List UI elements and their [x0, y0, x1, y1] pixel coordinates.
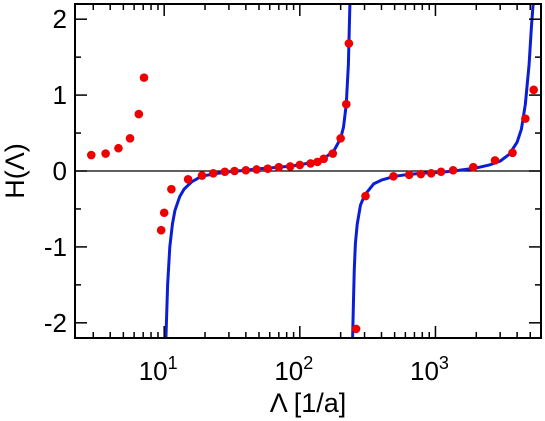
- data-point: [490, 156, 500, 165]
- data-point: [167, 184, 176, 194]
- curve-branch-2: [351, 4, 535, 338]
- data-point: [306, 159, 315, 168]
- data-point: [125, 134, 135, 143]
- plot-frame: [74, 3, 542, 339]
- data-point: [114, 143, 123, 153]
- y-axis-label: H(Λ): [0, 143, 30, 199]
- y-tick-label: -2: [44, 308, 67, 338]
- data-point: [139, 73, 149, 82]
- data-point: [336, 134, 345, 143]
- data-point: [468, 162, 478, 172]
- data-point: [436, 167, 446, 177]
- data-point: [529, 85, 538, 95]
- y-tick-label: 1: [53, 80, 67, 110]
- y-tick-label: -1: [44, 232, 67, 262]
- data-point: [295, 160, 305, 170]
- data-point: [263, 164, 273, 174]
- data-point: [426, 168, 436, 178]
- data-point: [252, 165, 261, 174]
- x-tick-label: 102: [274, 353, 313, 386]
- data-point: [448, 165, 458, 175]
- data-point: [361, 191, 370, 201]
- data-point: [328, 149, 338, 158]
- y-tick-label: 2: [53, 4, 67, 34]
- data-point: [159, 208, 169, 218]
- data-point: [86, 150, 96, 160]
- data-point: [134, 109, 144, 119]
- y-tick-label: 0: [53, 156, 67, 186]
- data-point: [389, 172, 398, 181]
- data-point: [197, 171, 207, 180]
- data-point: [319, 154, 329, 164]
- data-point: [208, 168, 218, 178]
- x-tick-label: 103: [410, 353, 449, 386]
- data-point: [101, 149, 110, 158]
- data-point: [156, 225, 166, 235]
- data-point: [521, 114, 530, 123]
- x-tick-label: 101: [139, 353, 178, 386]
- point-layer: [86, 39, 538, 334]
- data-point: [230, 166, 239, 176]
- data-point: [508, 148, 517, 158]
- data-point: [404, 170, 414, 180]
- data-point: [183, 175, 193, 184]
- data-point: [351, 324, 361, 334]
- x-axis-label: Λ [1/a]: [270, 388, 347, 418]
- data-point: [220, 167, 230, 177]
- data-point: [344, 39, 354, 48]
- data-point: [241, 165, 251, 175]
- data-point: [285, 162, 295, 171]
- data-point: [274, 162, 284, 172]
- tick-label-layer: -2 -1 0 1 2 101 102 103: [44, 4, 449, 386]
- data-point: [416, 169, 426, 179]
- data-point: [341, 99, 351, 109]
